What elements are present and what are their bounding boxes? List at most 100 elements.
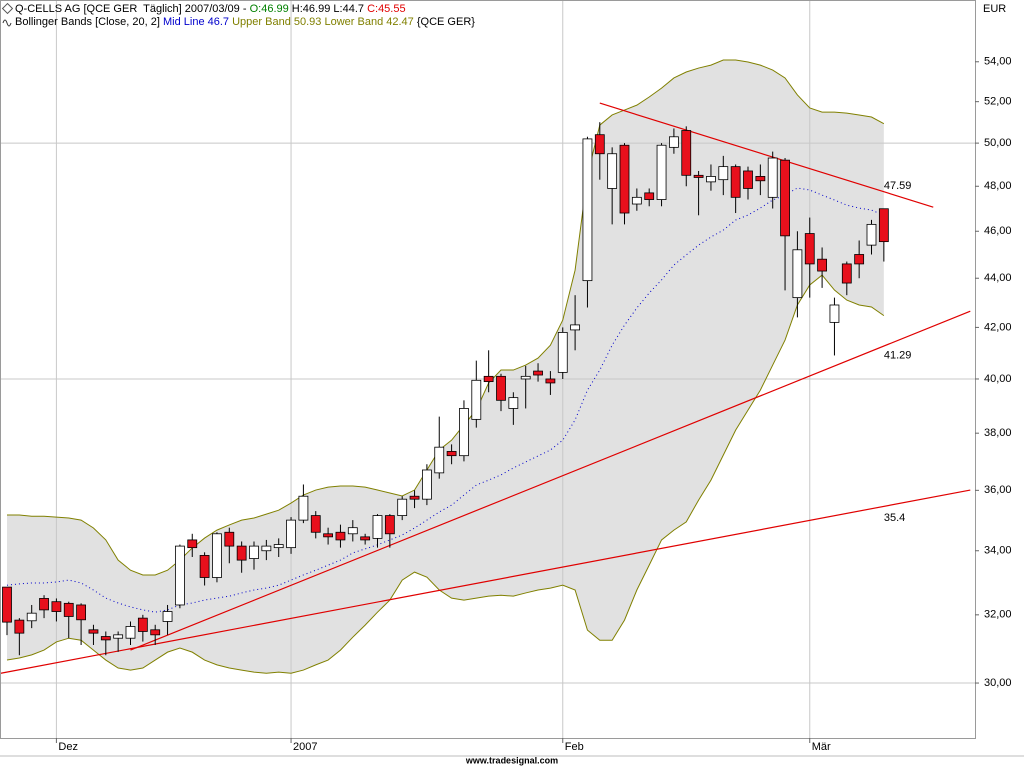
candle-body [644,192,655,200]
lines-layer: 47.59 41.29 35.4 [0,59,971,674]
candle-body [434,446,445,474]
candle-body [236,545,247,561]
candle-body [88,629,99,634]
candle-body [162,611,173,622]
low-value: 44.7 [343,3,364,15]
y-tick-label: 38,00 [984,427,1012,439]
candle-body [249,545,259,559]
candle-body [384,515,395,535]
band-line [6,274,885,674]
trendline [599,102,934,208]
candle-body [224,531,235,547]
x-tick-label: Mär [812,741,831,753]
candle-body [755,176,766,182]
candle-body [212,533,222,578]
candle-body [520,375,531,380]
candle-body [323,533,334,538]
open-value: 46.99 [261,3,289,15]
candle-body [397,498,408,516]
candle-body [51,601,62,612]
mid-readout: Mid Line 46.7 [163,16,229,28]
legend-name: Mid Line [163,16,205,28]
candle-body [286,519,296,549]
y-tick-label: 42,00 [984,321,1012,333]
plot-frame [0,0,976,739]
indicator-readout: Bollinger Bands [Close, 20, 2] Mid Line … [15,16,475,28]
candle-body [76,604,86,621]
close-readout: C:45.55 [367,3,406,15]
candle-body [335,531,346,541]
candle-body [841,263,852,284]
indicator-icon [2,19,12,27]
close-value: 45.55 [378,3,406,15]
indicator: Bollinger Bands [Close, 20, 2] [15,16,160,28]
band-area [7,60,884,674]
candle-body [199,555,210,578]
candle-body [298,495,309,521]
candle-body [39,598,49,611]
x-tick-label: Feb [565,741,584,753]
candle-body [14,619,25,634]
legend-value: 46.7 [208,16,229,28]
y-tick-label: 40,00 [984,373,1012,385]
symbol: {QCE GER} [417,16,475,28]
candle-body [829,304,840,323]
candle-body [471,379,482,420]
low-label: L: [333,3,342,15]
x-tick-label: 2007 [293,741,317,753]
trendline [130,310,971,651]
candle-body [743,170,753,189]
candle-body [533,370,543,376]
high-value: 46.99 [303,3,331,15]
legend-name: Upper Band [232,16,291,28]
candle-body [656,144,667,200]
open-label: O: [250,3,262,15]
legend-value: 42.47 [386,16,414,28]
trendline-label: 35.4 [884,512,905,524]
candle-body [372,515,383,539]
candle-body [792,249,803,299]
candle-body [150,629,161,636]
candles-layer [2,122,889,656]
candle-body [2,586,12,623]
price-readout: Q-CELLS AG [QCE GER Täglich] 2007/03/09 … [15,3,406,15]
open-readout: O:46.99 [250,3,289,15]
trendline-label: 41.29 [884,349,912,361]
y-tick-label: 50,00 [984,137,1012,149]
instrument: Q-CELLS AG [QCE GER Täglich] 2007/03/09 … [15,3,247,15]
y-tick-label: 44,00 [984,272,1012,284]
candle-body [866,223,877,246]
y-tick-label: 34,00 [984,545,1012,557]
candle-body [730,166,741,198]
trendline-label: 47.59 [884,180,912,192]
y-tick-label: 46,00 [984,225,1012,237]
y-tick-label: 48,00 [984,180,1012,192]
footer: www.tradesignal.com [465,755,558,765]
trendline [0,489,971,674]
candle-body [261,545,272,552]
candle-body [446,451,457,457]
candle-body [706,176,716,183]
candle-body [100,636,111,641]
candle-body [273,544,284,549]
candle-body [360,536,371,541]
candle-body [496,375,506,401]
candle-body [63,602,74,617]
candle-body [459,408,469,457]
y-tick-label: 32,00 [984,609,1012,621]
axis-layer: 30,00 32,00 34,00 36,00 38,00 40,00 42,00 44,00… [0,56,1024,757]
candle-body [693,174,704,178]
candle-body [347,527,358,535]
header: Q-CELLS AG [QCE GER Täglich] 2007/03/09 … [1,2,475,28]
candle-body [483,375,494,383]
candle-body [409,495,420,500]
candle-body [137,617,148,632]
y-tick-label: 54,00 [984,56,1012,68]
candle-body [631,196,642,205]
candle-body [187,539,198,549]
band-line [7,59,885,576]
candle-body [780,159,790,237]
candle-body [174,545,185,606]
y-unit: EUR [983,3,1006,15]
